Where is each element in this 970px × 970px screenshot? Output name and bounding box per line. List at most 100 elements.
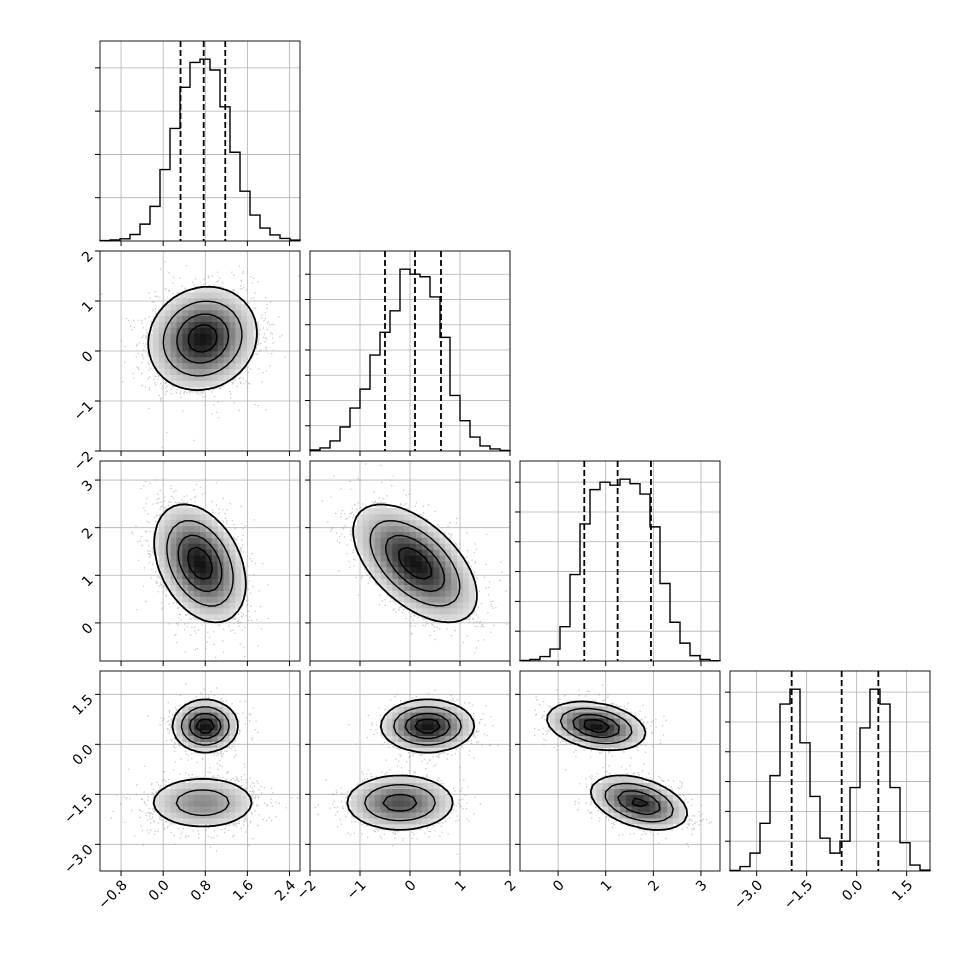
density-cell <box>223 590 230 597</box>
density-cell <box>223 368 230 375</box>
density-cell <box>182 513 189 521</box>
density-cell <box>176 712 183 719</box>
density-cell <box>194 351 201 358</box>
density-cell <box>205 700 213 707</box>
density-cell <box>194 286 201 293</box>
density-cell <box>410 543 417 550</box>
density-cell <box>561 718 568 725</box>
density-cell <box>374 776 381 784</box>
density-cell <box>572 729 580 737</box>
density-cell <box>433 561 440 568</box>
density-cell <box>404 823 411 831</box>
density-cell <box>386 531 393 538</box>
density-cell <box>205 362 213 370</box>
density-cell <box>194 578 201 585</box>
density-cell <box>555 706 562 713</box>
density-cell <box>415 723 423 731</box>
density-cell <box>415 584 423 591</box>
density-cell <box>211 566 219 574</box>
density-cell <box>152 321 160 328</box>
density-cell <box>433 782 440 790</box>
density-cell <box>421 706 429 713</box>
density-cell <box>421 782 429 790</box>
density-cell <box>205 578 213 585</box>
density-cell <box>380 578 387 585</box>
density-cell <box>211 315 219 322</box>
density-cell <box>439 741 446 748</box>
contour-line <box>572 713 661 816</box>
density-cell <box>194 718 201 725</box>
density-cell <box>661 794 668 801</box>
density-cell <box>445 706 452 713</box>
density-cell <box>410 818 417 825</box>
density-cell <box>584 706 591 713</box>
density-cell <box>427 608 434 615</box>
density-cell <box>223 315 230 322</box>
density-cell <box>235 339 242 346</box>
density-cell <box>229 303 236 311</box>
density-cell <box>410 741 417 748</box>
density-cell <box>398 776 405 784</box>
density-cell <box>229 543 236 550</box>
density-cell <box>637 776 644 784</box>
density-cell <box>433 566 440 574</box>
density-cell <box>247 333 254 340</box>
density-cell <box>182 374 189 381</box>
density-cell <box>398 723 405 731</box>
density-cell <box>415 800 423 807</box>
density-cell <box>205 818 213 825</box>
density-cell <box>223 333 230 340</box>
density-cell <box>229 561 236 568</box>
density-cell <box>457 602 464 609</box>
density-cell <box>614 800 621 807</box>
density-cell <box>241 572 248 580</box>
density-cell <box>608 706 615 713</box>
scatter-panel-0: −2 −1 0 1 2 <box>71 248 301 474</box>
density-cell <box>374 508 381 515</box>
density-cell <box>380 513 387 521</box>
density-cell <box>672 794 680 801</box>
density-cell <box>200 549 207 556</box>
density-cell <box>247 321 254 328</box>
density-cell <box>439 812 446 819</box>
density-cell <box>457 706 464 713</box>
density-cell <box>176 333 183 340</box>
density-cell <box>170 555 177 562</box>
density-cell <box>392 537 399 544</box>
density-cell <box>241 303 248 311</box>
density-cell <box>655 806 662 813</box>
density-cell <box>188 543 195 550</box>
x-tick-label: 1 <box>452 877 470 895</box>
density-cell <box>200 776 207 784</box>
density-cell <box>217 368 224 375</box>
density-cell <box>176 572 183 580</box>
density-cell <box>170 590 177 597</box>
density-cell <box>241 327 248 334</box>
density-cell <box>374 519 381 527</box>
density-cell <box>362 555 370 562</box>
density-cell <box>445 572 452 580</box>
density-cell <box>188 735 195 742</box>
density-cell <box>415 578 423 585</box>
density-cell <box>457 566 464 574</box>
density-cell <box>229 345 236 352</box>
density-cell <box>182 718 189 725</box>
density-cell <box>217 596 224 603</box>
density-cell <box>229 292 236 299</box>
density-cell <box>415 602 423 609</box>
density-cell <box>398 741 405 748</box>
x-tick-label: 1.6 <box>230 877 257 904</box>
density-cell <box>596 782 603 790</box>
density-cell <box>194 525 201 532</box>
density-cell <box>241 321 248 328</box>
density-cell <box>368 812 376 819</box>
density-cell <box>217 806 224 813</box>
scatter-panel-3: −0.8 0.0 0.8 1.6 2.4−3.0−1.50.01.5 <box>61 670 301 913</box>
density-cell <box>637 735 644 742</box>
density-cell <box>223 543 230 550</box>
density-cell <box>415 806 423 813</box>
density-cell <box>380 584 387 591</box>
density-cell <box>170 788 177 795</box>
density-cell <box>200 327 207 334</box>
density-cell <box>211 362 219 370</box>
